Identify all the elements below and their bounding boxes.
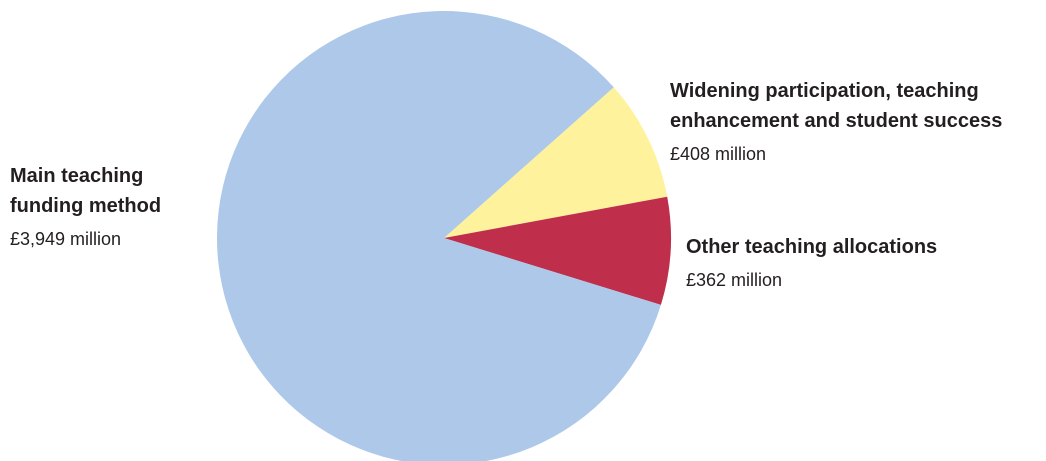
slice-name-main-teaching: Main teaching funding method bbox=[10, 165, 162, 217]
pie-slices bbox=[217, 11, 671, 461]
slice-value-widening-participation: £408 million bbox=[670, 144, 767, 164]
pie-slice-other-teaching bbox=[444, 196, 671, 305]
slice-label-main-teaching: Main teaching funding method £3,949 mill… bbox=[10, 161, 161, 251]
pie-slice-main-teaching bbox=[217, 11, 661, 461]
slice-label-other-teaching: Other teaching allocations £362 million bbox=[686, 232, 937, 292]
slice-label-widening-participation: Widening participation, teaching enhance… bbox=[670, 76, 1002, 166]
slice-value-main-teaching: £3,949 million bbox=[10, 229, 122, 249]
slice-name-other-teaching: Other teaching allocations bbox=[686, 236, 938, 258]
slice-value-other-teaching: £362 million bbox=[686, 270, 783, 290]
pie-slice-widening-participation bbox=[444, 87, 668, 238]
slice-name-widening-participation: Widening participation, teaching enhance… bbox=[670, 80, 1003, 132]
